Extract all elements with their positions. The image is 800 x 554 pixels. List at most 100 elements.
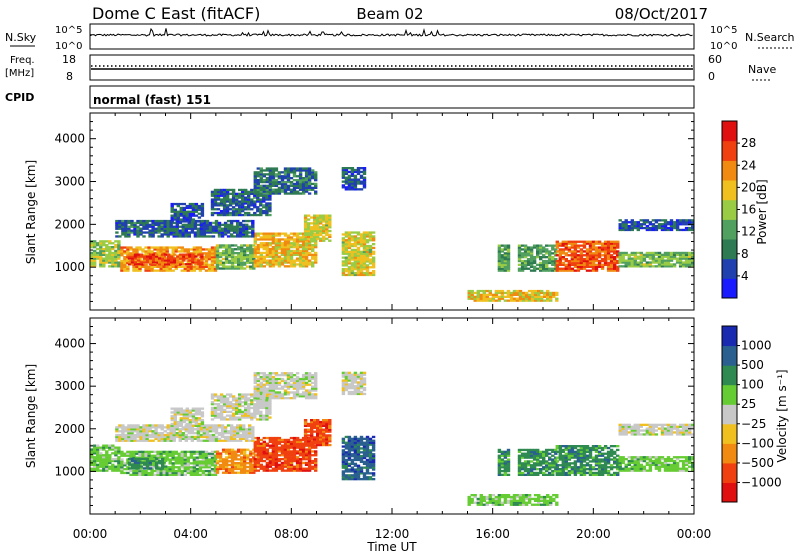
- heatmap-cell: [108, 446, 112, 449]
- heatmap-cell: [117, 242, 121, 245]
- heatmap-cell: [341, 271, 346, 275]
- heatmap-cell: [207, 254, 212, 257]
- heatmap-cell: [286, 257, 291, 260]
- heatmap-cell: [356, 243, 361, 246]
- heatmap-cell: [186, 458, 190, 461]
- heatmap-cell: [221, 458, 226, 461]
- heatmap-cell: [181, 428, 185, 431]
- heatmap-cell: [307, 259, 312, 262]
- heatmap-cell: [141, 456, 145, 459]
- heatmap-cell: [651, 261, 656, 264]
- heatmap-cell: [594, 259, 599, 263]
- heatmap-cell: [194, 422, 199, 426]
- heatmap-cell: [633, 255, 637, 258]
- heatmap-cell: [609, 259, 614, 263]
- heatmap-cell: [582, 244, 587, 247]
- heatmap-cell: [603, 246, 608, 249]
- heatmap-cell: [174, 466, 178, 469]
- heatmap-cell: [148, 435, 152, 439]
- heatmap-cell: [102, 247, 106, 251]
- heatmap-cell: [356, 250, 361, 253]
- heatmap-cell: [310, 237, 314, 240]
- heatmap-cell: [144, 269, 148, 272]
- heatmap-cell: [642, 263, 647, 266]
- heatmap-cell: [150, 469, 154, 473]
- heatmap-cell: [141, 460, 145, 463]
- heatmap-cell: [648, 253, 653, 256]
- heatmap-cell: [497, 248, 502, 251]
- heatmap-cell: [159, 473, 163, 476]
- heatmap-cell: [248, 225, 252, 228]
- heatmap-cell: [251, 219, 255, 223]
- heatmap-cell: [177, 466, 181, 469]
- heatmap-cell: [168, 460, 172, 463]
- heatmap-cell: [558, 244, 562, 247]
- heatmap-cell: [558, 261, 562, 265]
- heatmap-cell: [306, 440, 311, 443]
- heatmap-cell: [310, 222, 314, 225]
- heatmap-cell: [252, 257, 256, 261]
- heatmap-cell: [158, 461, 162, 464]
- heatmap-cell: [307, 173, 312, 176]
- heatmap-cell: [253, 196, 257, 199]
- heatmap-cell: [292, 454, 297, 457]
- heatmap-cell: [666, 221, 671, 224]
- heatmap-cell: [268, 436, 273, 440]
- heatmap-cell: [314, 257, 318, 260]
- heatmap-cell: [500, 291, 505, 295]
- heatmap-cell: [657, 253, 662, 256]
- heatmap-cell: [175, 426, 179, 429]
- heatmap-cell: [582, 240, 587, 243]
- heatmap-cell: [307, 182, 312, 186]
- heatmap-cell: [213, 269, 218, 272]
- heatmap-cell: [365, 266, 370, 269]
- heatmap-cell: [306, 430, 311, 433]
- heatmap-cell: [350, 252, 355, 255]
- heatmap-cell: [268, 242, 273, 245]
- heatmap-cell: [523, 244, 528, 247]
- heatmap-cell: [111, 444, 115, 447]
- heatmap-cell: [213, 410, 218, 413]
- heatmap-cell: [497, 299, 502, 302]
- heatmap-cell: [286, 184, 291, 187]
- heatmap-cell: [102, 458, 106, 461]
- heatmap-cell: [319, 422, 323, 426]
- heatmap-cell: [114, 253, 118, 256]
- heatmap-cell: [164, 261, 168, 264]
- heatmap-cell: [121, 424, 125, 427]
- heatmap-cell: [298, 452, 303, 455]
- heatmap-cell: [500, 269, 505, 272]
- heatmap-cell: [660, 255, 665, 258]
- heatmap-cell: [616, 256, 620, 259]
- heatmap-cell: [277, 240, 282, 243]
- heatmap-cell: [230, 257, 235, 261]
- heatmap-cell: [262, 242, 266, 245]
- heatmap-cell: [639, 251, 643, 255]
- heatmap-cell: [156, 473, 160, 476]
- heatmap-cell: [157, 219, 161, 223]
- heatmap-cell: [205, 223, 210, 226]
- heatmap-cell: [359, 180, 364, 183]
- heatmap-cell: [353, 266, 358, 269]
- heatmap-cell: [576, 261, 581, 265]
- heatmap-cell: [191, 255, 195, 258]
- heatmap-cell: [307, 175, 312, 178]
- heatmap-cell: [306, 235, 311, 238]
- heatmap-cell: [250, 192, 254, 195]
- heatmap-cell: [210, 213, 215, 217]
- heatmap-cell: [289, 255, 294, 258]
- heatmap-cell: [123, 256, 127, 259]
- heatmap-cell: [114, 467, 118, 470]
- heatmap-cell: [195, 246, 200, 249]
- heatmap-cell: [173, 424, 177, 427]
- heatmap-cell: [157, 424, 161, 427]
- heatmap-cell: [227, 250, 232, 253]
- heatmap-cell: [114, 257, 118, 260]
- heatmap-cell: [570, 256, 575, 259]
- heatmap-cell: [117, 240, 121, 243]
- heatmap-cell: [243, 460, 247, 463]
- cpid-label: CPID: [5, 91, 34, 104]
- heatmap-cell: [120, 267, 124, 270]
- heatmap-cell: [102, 469, 106, 472]
- heatmap-cell: [344, 231, 349, 234]
